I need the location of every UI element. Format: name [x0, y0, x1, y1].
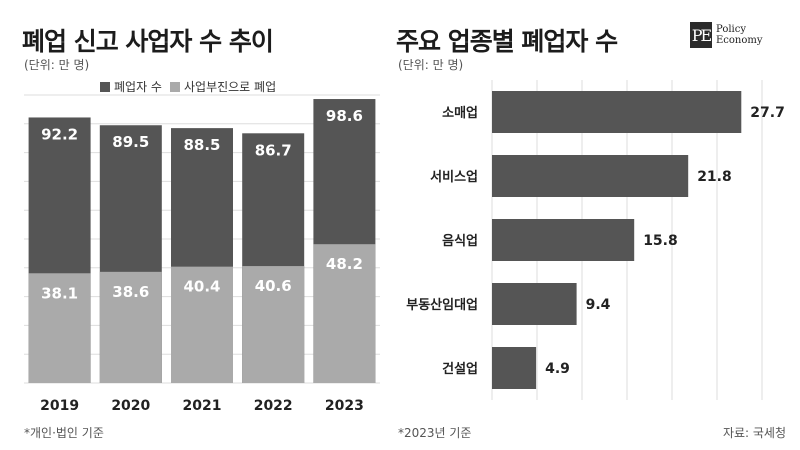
x-tick-2022: 2022	[254, 398, 293, 414]
left-chart-note: *개인·법인 기준	[24, 426, 104, 440]
left-chart-labels: 92.2 38.1 2019 89.5 38.6 2020 88.5 40.4 2021 86.7…	[40, 107, 364, 414]
y-tick-industry-2: 음식업	[442, 233, 478, 249]
right-chart-bars	[492, 91, 742, 389]
label-closures-2023: 98.6	[326, 107, 363, 125]
legend-swatch-closures	[100, 81, 110, 92]
label-industry-value-4: 4.9	[545, 361, 570, 377]
y-tick-industry-1: 서비스업	[430, 170, 478, 185]
right-chart-note: *2023년 기준	[398, 426, 472, 440]
x-tick-2019: 2019	[40, 398, 79, 414]
left-chart-legend: 폐업자 수 사업부진으로 폐업	[100, 78, 284, 95]
legend-item-slump: 사업부진으로 폐업	[169, 78, 277, 95]
source-note: 자료: 국세청	[722, 426, 786, 440]
policy-economy-logo: PE Policy Economy	[690, 22, 763, 48]
legend-item-closures: 폐업자 수	[100, 78, 162, 95]
label-industry-value-2: 15.8	[643, 233, 678, 249]
legend-swatch-slump	[169, 81, 180, 92]
label-slump-2019: 38.1	[41, 284, 78, 302]
logo-mark: PE	[690, 22, 712, 48]
logo-line1: Policy	[716, 24, 746, 35]
bar-slump-2021	[171, 266, 233, 383]
bar-industry-2	[492, 219, 635, 261]
x-tick-2023: 2023	[325, 398, 364, 414]
label-industry-value-1: 21.8	[697, 169, 732, 185]
label-industry-value-3: 9.4	[586, 297, 611, 313]
right-chart-unit: (단위: 만 명)	[398, 58, 464, 72]
legend-label-slump: 사업부진으로 폐업	[183, 80, 277, 94]
label-closures-2020: 89.5	[112, 133, 149, 151]
label-closures-2022: 86.7	[255, 141, 292, 159]
right-chart-title: 주요 업종별 폐업자 수	[396, 27, 618, 56]
label-slump-2023: 48.2	[326, 255, 363, 273]
label-closures-2019: 92.2	[41, 125, 78, 143]
y-tick-industry-4: 건설업	[442, 361, 478, 377]
label-slump-2022: 40.6	[255, 277, 292, 295]
label-slump-2021: 40.4	[183, 278, 220, 296]
left-chart-unit: (단위: 만 명)	[24, 58, 90, 72]
bar-industry-1	[492, 155, 689, 197]
bar-industry-4	[492, 347, 537, 389]
left-chart-title: 폐업 신고 사업자 수 추이	[22, 27, 274, 56]
bar-slump-2020	[99, 271, 162, 383]
bar-industry-0	[492, 91, 742, 133]
label-industry-value-0: 27.7	[750, 105, 785, 121]
logo-words: Policy Economy	[716, 24, 763, 46]
bar-industry-3	[492, 283, 577, 325]
x-tick-2020: 2020	[111, 398, 150, 414]
right-chart-labels: 27.7 소매업 21.8 서비스업 15.8 음식업 9.4 부동산임대업 4.9 건설업	[406, 105, 785, 377]
bar-slump-2019	[28, 273, 91, 383]
y-tick-industry-3: 부동산임대업	[406, 297, 478, 313]
left-chart-bars	[28, 99, 376, 384]
bar-slump-2022	[242, 266, 305, 383]
x-tick-2021: 2021	[183, 398, 222, 414]
label-closures-2021: 88.5	[183, 136, 220, 154]
label-slump-2020: 38.6	[112, 283, 149, 301]
logo-line2: Economy	[716, 35, 763, 46]
y-tick-industry-0: 소매업	[442, 106, 478, 121]
bar-slump-2023	[313, 244, 376, 383]
legend-label-closures: 폐업자 수	[114, 80, 162, 94]
